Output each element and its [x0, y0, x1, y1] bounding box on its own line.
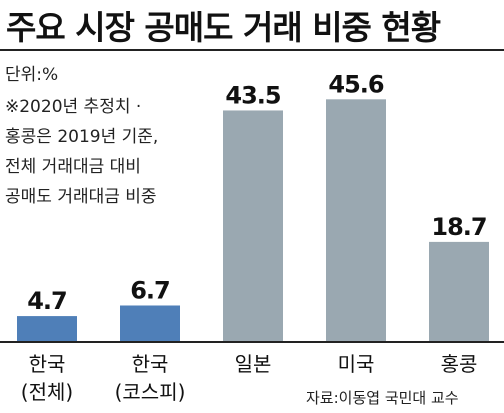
bar [429, 241, 489, 341]
category-label: 미국 [338, 352, 375, 376]
category-label: 홍콩 [441, 352, 478, 376]
category-label: 일본 [235, 352, 272, 376]
chart-title: 주요 시장 공매도 거래 비중 현황 [6, 7, 441, 47]
note-line: 홍콩은 2019년 기준, [5, 127, 159, 147]
source-label: 자료:이동엽 국민대 교수 [306, 389, 459, 407]
title-bar: 주요 시장 공매도 거래 비중 현황 [0, 0, 504, 49]
bar [120, 305, 180, 341]
value-label: 6.7 [130, 276, 170, 304]
category-label: 한국 [29, 352, 66, 376]
category-label: (코스피) [115, 380, 186, 404]
value-label: 43.5 [225, 81, 281, 109]
note-line: 공매도 거래대금 비중 [5, 187, 157, 207]
note-line: ※2020년 추정치 · [5, 97, 142, 117]
title-divider [0, 49, 504, 51]
category-label: 한국 [132, 352, 169, 376]
category-label: (전체) [21, 380, 73, 404]
unit-label: 단위:% [5, 65, 59, 85]
bar [326, 99, 386, 341]
chart-notes: ※2020년 추정치 · 홍콩은 2019년 기준, 전체 거래대금 대비 공매… [5, 92, 158, 212]
value-label: 4.7 [27, 287, 67, 315]
value-label: 45.6 [328, 70, 384, 98]
bar [223, 110, 283, 341]
value-label: 18.7 [431, 213, 486, 241]
bar [17, 316, 77, 341]
note-line: 전체 거래대금 대비 [5, 157, 141, 177]
